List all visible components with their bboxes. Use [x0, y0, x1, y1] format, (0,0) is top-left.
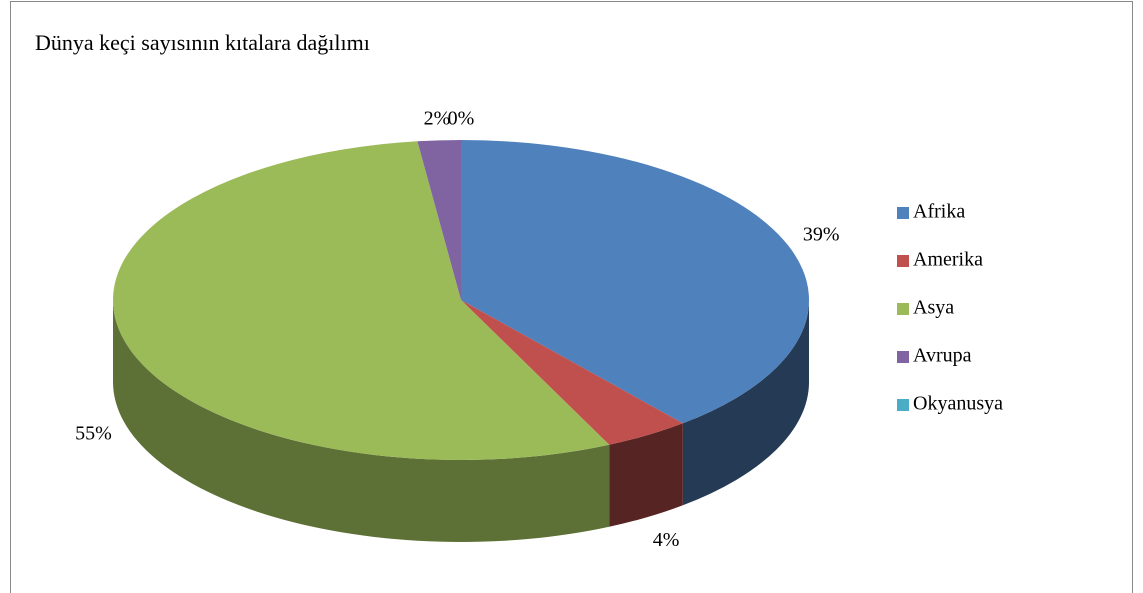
pie-slice: [461, 300, 683, 445]
pie-side: [609, 423, 683, 527]
pie-side: [113, 300, 610, 542]
legend-label: Okyanusya: [913, 393, 1003, 415]
pie-slice: [417, 140, 461, 300]
legend-swatch: [897, 207, 909, 219]
data-label: 0%: [448, 108, 475, 130]
legend-label: Asya: [913, 297, 954, 319]
chart-title: Dünya keçi sayısının kıtalara dağılımı: [35, 30, 370, 55]
pie-slice: [461, 140, 809, 424]
legend-label: Afrika: [913, 201, 965, 223]
legend-swatch: [897, 303, 909, 315]
data-label: 55%: [75, 422, 112, 444]
legend-swatch: [897, 399, 909, 411]
legend-label: Avrupa: [913, 345, 972, 367]
legend-swatch: [897, 351, 909, 363]
data-label: 4%: [653, 529, 680, 551]
pie-side: [682, 300, 809, 506]
data-label: 2%: [424, 108, 451, 130]
data-label: 39%: [803, 224, 840, 246]
pie-slice: [113, 141, 610, 460]
legend-label: Amerika: [913, 249, 983, 271]
legend-swatch: [897, 255, 909, 267]
